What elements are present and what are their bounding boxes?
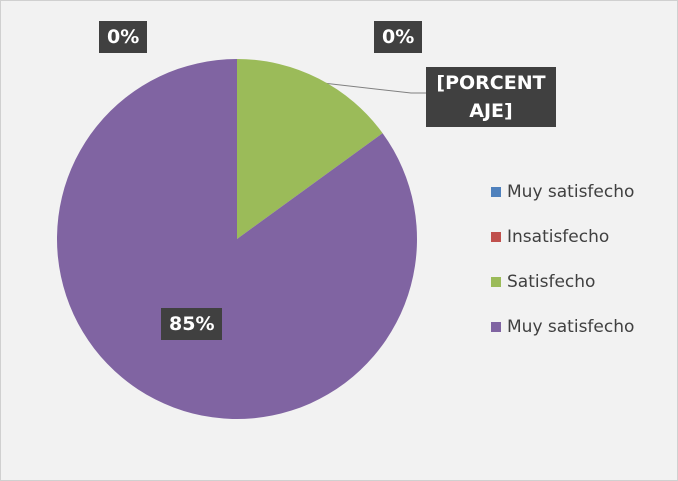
legend-entry: Insatisfecho: [491, 227, 609, 247]
data-label: 0%: [99, 21, 148, 53]
legend-swatch: [491, 277, 501, 287]
data-label: 85%: [161, 308, 223, 340]
legend-label: Insatisfecho: [507, 227, 610, 247]
legend-entry: Muy satisfecho: [491, 317, 634, 337]
legend-entry: Satisfecho: [491, 272, 595, 292]
legend-swatch: [491, 232, 501, 242]
legend-entry: Muy satisfecho: [491, 182, 634, 202]
legend-swatch: [491, 187, 501, 197]
pie-slice: [237, 59, 383, 239]
data-label: [PORCENTAJE]: [426, 67, 556, 127]
data-label: 0%: [374, 21, 423, 53]
legend-label: Satisfecho: [507, 272, 596, 292]
legend-label: Muy satisfecho: [507, 182, 635, 202]
leader-line: [322, 82, 426, 94]
legend-label: Muy satisfecho: [507, 317, 635, 337]
pie-slice: [56, 59, 417, 420]
legend-swatch: [491, 322, 501, 332]
